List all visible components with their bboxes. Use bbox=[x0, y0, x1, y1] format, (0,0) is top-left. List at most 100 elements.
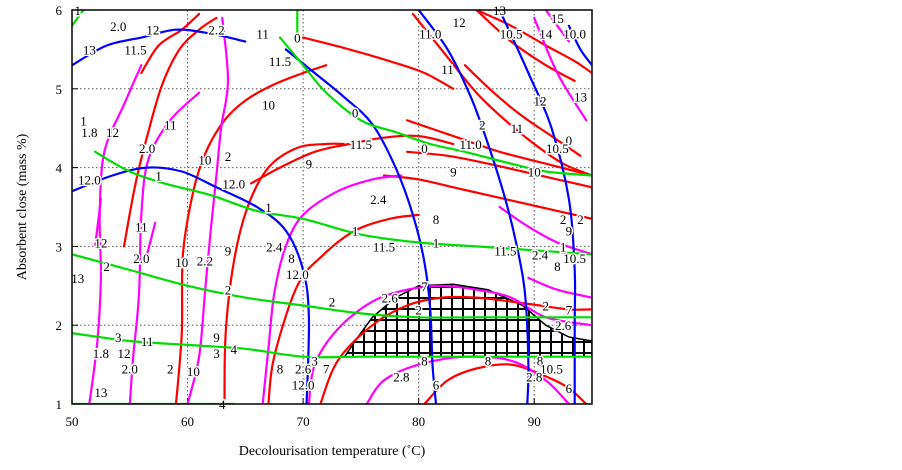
x-tick-label: 70 bbox=[297, 414, 310, 429]
contour-label: 11.5 bbox=[373, 239, 395, 254]
contour-line-9 bbox=[382, 174, 592, 220]
contour-label: 2.2 bbox=[208, 23, 224, 38]
contour-label: 2 bbox=[543, 299, 550, 314]
contour-label: 7 bbox=[566, 302, 573, 317]
contour-label: 6 bbox=[433, 377, 440, 392]
contour-label: 1.8 bbox=[81, 125, 97, 140]
contour-line-14 bbox=[544, 10, 570, 43]
contour-label: 0 bbox=[566, 133, 573, 148]
contour-label: 12 bbox=[118, 346, 131, 361]
contour-line-10 bbox=[406, 150, 592, 189]
contour-label: 10.0 bbox=[563, 27, 586, 42]
contour-line-12 bbox=[475, 10, 576, 82]
contour-label: 12.0 bbox=[222, 176, 245, 191]
contour-label: 10.5 bbox=[563, 251, 586, 266]
contour-line-11 bbox=[302, 36, 455, 90]
contour-label: 2 bbox=[560, 212, 567, 227]
contour-label: 3 bbox=[311, 354, 318, 369]
contour-label: 11 bbox=[141, 334, 154, 349]
contour-label: 10 bbox=[175, 255, 188, 270]
plot-frame bbox=[71, 9, 593, 405]
contour-line-11 bbox=[122, 16, 218, 248]
contour-line-11.0 bbox=[406, 119, 592, 177]
contour-label: 15 bbox=[551, 11, 564, 26]
contour-label: 2.6 bbox=[555, 318, 572, 333]
contour-line-7 bbox=[319, 295, 592, 404]
contour-label: 1 bbox=[155, 168, 162, 183]
contour-label: 8 bbox=[277, 362, 284, 377]
contour-label: 2 bbox=[479, 117, 486, 132]
contour-label: 12.0 bbox=[78, 172, 101, 187]
contour-label: 2.0 bbox=[110, 19, 126, 34]
contour-label: 9 bbox=[450, 165, 457, 180]
contour-line-8 bbox=[267, 213, 420, 404]
x-axis-label: Decolourisation temperature (˚C) bbox=[239, 444, 426, 459]
contour-label: 10.5 bbox=[546, 141, 569, 156]
contour-label: 12.0 bbox=[286, 267, 309, 282]
y-tick-label: 3 bbox=[56, 239, 63, 254]
contour-label: 13 bbox=[574, 90, 587, 105]
contour-label: 12 bbox=[106, 125, 119, 140]
contour-label: 9 bbox=[306, 157, 313, 172]
contour-label: 7 bbox=[323, 362, 330, 377]
contour-label: 2 bbox=[225, 283, 232, 298]
contour-line-13 bbox=[533, 16, 588, 122]
contour-line-11.5 bbox=[284, 48, 438, 404]
x-axis-ticks: 50 60 70 80 90 bbox=[66, 414, 541, 429]
y-tick-label: 6 bbox=[56, 3, 63, 18]
contour-label: 2 bbox=[577, 212, 584, 227]
contour-label: 3 bbox=[213, 346, 220, 361]
contour-label: 2 bbox=[103, 259, 110, 274]
contour-line-2.0 bbox=[128, 91, 201, 404]
contour-line-12 bbox=[411, 12, 592, 177]
contour-label: 2.4 bbox=[266, 239, 283, 254]
contour-label: 2 bbox=[225, 149, 232, 164]
optimal-region bbox=[343, 283, 592, 358]
contour-label: 9 bbox=[225, 243, 232, 258]
contour-line-11 bbox=[146, 221, 157, 256]
contour-label: 9 bbox=[213, 330, 220, 345]
contour-line-3 bbox=[72, 332, 592, 359]
contour-line-10.0 bbox=[567, 24, 592, 67]
contour-label: 8 bbox=[433, 212, 440, 227]
y-tick-label: 1 bbox=[56, 397, 63, 412]
contour-label: 12 bbox=[146, 23, 159, 38]
y-tick-label: 4 bbox=[56, 161, 63, 176]
contour-label: 2.4 bbox=[532, 247, 549, 262]
contour-lines-layer bbox=[72, 10, 592, 404]
contour-line-10 bbox=[174, 64, 328, 404]
contour-line-2.2 bbox=[186, 16, 230, 404]
contour-label: 11.0 bbox=[460, 137, 482, 152]
contour-label: 11 bbox=[441, 62, 454, 77]
y-axis-ticks: 1 2 3 4 5 6 bbox=[56, 3, 63, 412]
contour-label: 6 bbox=[566, 381, 573, 396]
contour-label: 1 bbox=[265, 200, 272, 215]
optimal-region-layer bbox=[343, 283, 592, 358]
contour-label: 2.4 bbox=[370, 192, 387, 207]
contour-line-11.0 bbox=[417, 10, 530, 404]
x-tick-label: 50 bbox=[66, 414, 79, 429]
contour-label: 2 bbox=[415, 302, 422, 317]
contour-label: 2 bbox=[329, 295, 336, 310]
contour-label: 11.5 bbox=[124, 42, 146, 57]
contour-label: 12 bbox=[94, 235, 107, 250]
contour-label: 7 bbox=[421, 279, 428, 294]
contour-label: 10 bbox=[528, 165, 541, 180]
contour-line-12 bbox=[94, 198, 102, 248]
contour-line-2.2 bbox=[527, 276, 592, 299]
contour-label: 2.6 bbox=[295, 362, 312, 377]
contour-line-10.5 bbox=[498, 10, 577, 404]
contour-label: 1 bbox=[352, 224, 359, 239]
contour-label: 1 bbox=[560, 239, 567, 254]
x-tick-label: 80 bbox=[412, 414, 425, 429]
contour-label: 2.8 bbox=[526, 369, 542, 384]
contour-label: 8 bbox=[554, 259, 561, 274]
contour-label: 11.0 bbox=[419, 27, 441, 42]
contour-label: 4 bbox=[231, 342, 238, 357]
contour-label: 2.0 bbox=[122, 362, 138, 377]
contour-label: 2 bbox=[167, 362, 174, 377]
contour-label: 10 bbox=[187, 364, 200, 379]
contour-line-2.4 bbox=[498, 205, 592, 256]
contour-line-9 bbox=[223, 142, 345, 404]
